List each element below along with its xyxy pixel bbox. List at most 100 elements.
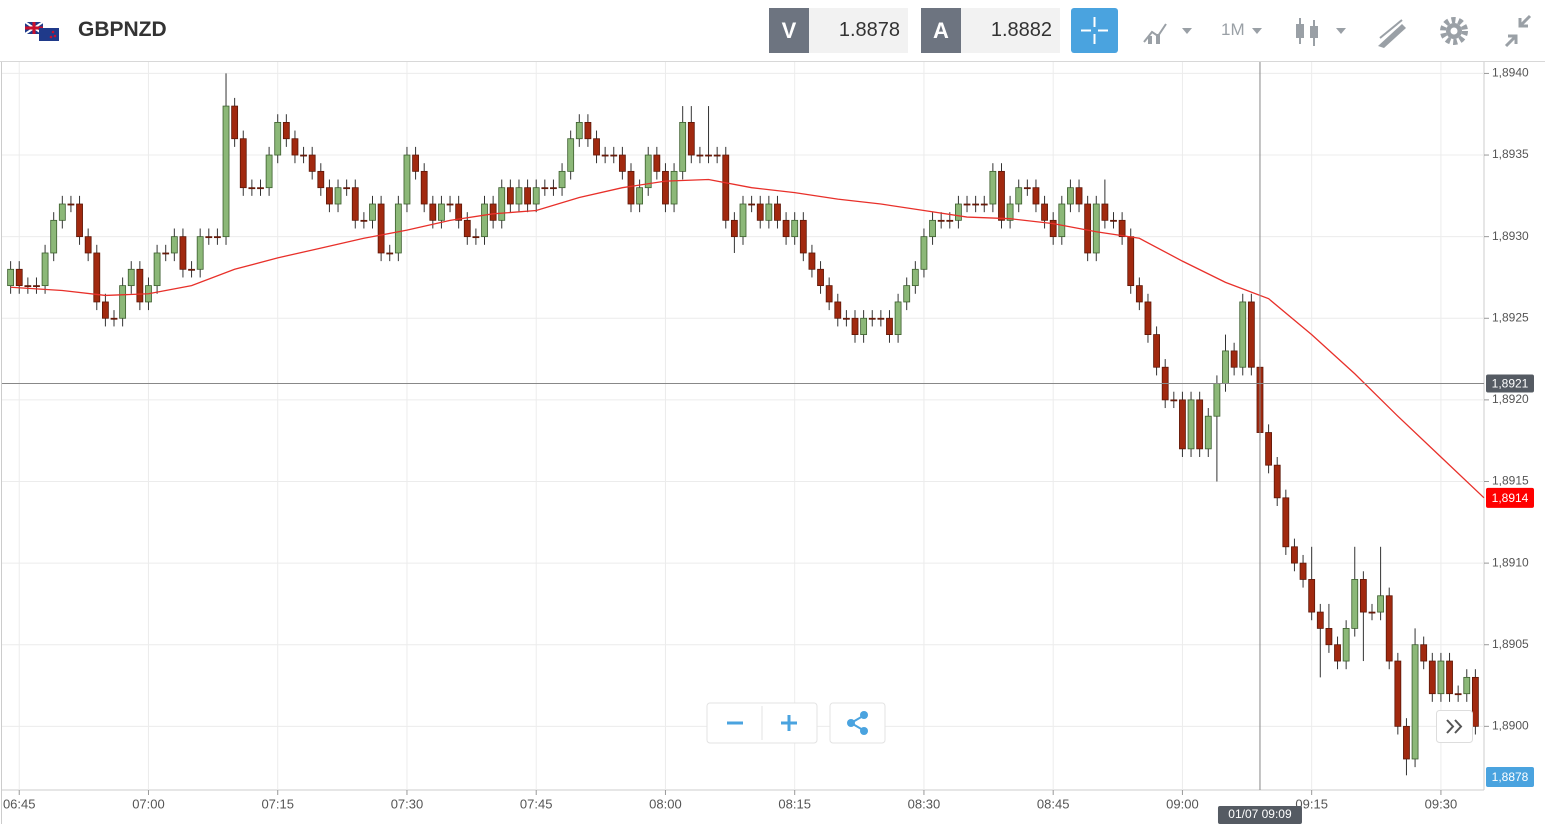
candle-body [860, 317, 868, 335]
candle-body [1342, 628, 1350, 662]
candle-body [593, 138, 600, 156]
candle-body [1377, 595, 1385, 613]
candle-body [1316, 611, 1324, 629]
candle-body [369, 203, 376, 221]
bid-price[interactable]: 1.8878 [809, 8, 908, 53]
candle-body [15, 268, 23, 287]
candle-body [687, 121, 695, 156]
candle-body [618, 154, 626, 172]
candle-body [627, 170, 635, 205]
candle-body [550, 187, 557, 190]
ask-label: A [921, 8, 961, 53]
candle-body [730, 219, 738, 238]
candle-body [1420, 644, 1428, 662]
timeframe[interactable]: 1M [1221, 20, 1245, 39]
candle-body [489, 203, 497, 221]
candle-body [980, 203, 988, 206]
candle-body [317, 170, 325, 189]
candle-body [851, 317, 859, 335]
candle-body [1282, 497, 1290, 548]
candle-body [1437, 660, 1445, 695]
candle-body [575, 121, 583, 140]
candle-body [1092, 203, 1100, 254]
candle-body [1101, 203, 1109, 221]
candle-body [937, 219, 945, 222]
collapse-button[interactable] [1500, 8, 1536, 53]
candle-body [1179, 399, 1186, 450]
candle-body [886, 317, 893, 335]
candle-body [696, 154, 704, 157]
y-tick-label: 1,8915 [1492, 474, 1529, 488]
candle-body [1446, 660, 1453, 695]
candle-body [817, 268, 824, 287]
candle-body [636, 187, 644, 205]
x-tick-label: 09:00 [1166, 796, 1199, 811]
candle-body [515, 187, 523, 205]
candle-body [601, 154, 609, 157]
candle-body [308, 154, 316, 172]
candle-body [894, 301, 902, 335]
candle-body [377, 203, 385, 254]
candle-body [1006, 203, 1014, 221]
y-tick-label: 1,8930 [1492, 229, 1529, 243]
candle-body [903, 285, 911, 303]
candle-body [1023, 187, 1031, 190]
candle-body [446, 203, 454, 206]
candle-body [782, 219, 790, 238]
candle-body [1334, 644, 1341, 662]
crosshair-y-box [1486, 374, 1534, 393]
candle-body [300, 154, 307, 157]
candle-body [84, 236, 92, 254]
candle-body [1454, 693, 1462, 696]
bid-marker-box [1486, 767, 1534, 787]
candle-body [653, 154, 661, 172]
candle-body [756, 203, 764, 221]
candles-button[interactable] [1290, 8, 1350, 53]
y-tick-label: 1,8925 [1492, 310, 1529, 324]
timeframe-arrow[interactable] [1250, 8, 1270, 53]
candle-body [188, 268, 195, 271]
candle-body [1067, 187, 1074, 205]
candle-body [153, 252, 161, 287]
x-tick-label: 07:00 [132, 796, 165, 811]
candle-body [231, 105, 239, 140]
crosshair-button[interactable] [1071, 8, 1118, 53]
candle-body [351, 187, 359, 221]
candle-body [929, 219, 936, 238]
y-tick-label: 1,8905 [1492, 637, 1529, 651]
candle-body [1230, 350, 1238, 368]
candle-body [1187, 399, 1195, 450]
candle-body [1291, 546, 1298, 564]
scroll-end-button[interactable] [1436, 710, 1473, 743]
draw-button[interactable] [1372, 8, 1412, 53]
candle-body [1213, 383, 1221, 417]
candle-body [403, 154, 411, 205]
candle-body [205, 236, 213, 239]
candle-body [420, 170, 428, 205]
candle-body [567, 138, 575, 172]
zoom-in[interactable] [781, 715, 797, 731]
x-tick-label: 08:15 [778, 796, 811, 811]
candle-body [110, 317, 118, 320]
candle-body [58, 203, 66, 221]
candle-body [7, 268, 15, 287]
share[interactable] [847, 711, 868, 735]
ask-price[interactable]: 1.8882 [961, 8, 1060, 53]
x-tick-label: 07:30 [391, 796, 424, 811]
candle-body [765, 203, 773, 221]
chart-type-button[interactable] [1140, 8, 1200, 53]
candle-body [842, 317, 850, 320]
candle-body [481, 203, 488, 238]
candle-body [1239, 301, 1247, 368]
candle-body [1032, 187, 1040, 205]
settings-button[interactable] [1436, 8, 1472, 53]
x-tick-label: 08:00 [649, 796, 682, 811]
candle-body [532, 187, 540, 205]
candle-body [748, 203, 756, 206]
candle-body [834, 301, 842, 319]
candle-body [1368, 611, 1376, 614]
candle-body [1299, 562, 1307, 580]
candle-body [1118, 219, 1126, 238]
candle-body [282, 121, 290, 140]
